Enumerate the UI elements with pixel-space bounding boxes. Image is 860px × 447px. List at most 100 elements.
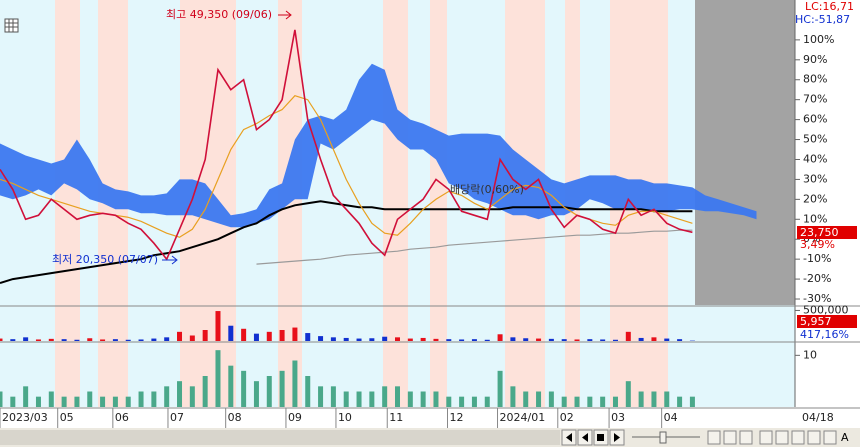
x-tick-label: 10 <box>338 411 352 424</box>
bar <box>471 396 477 407</box>
bar <box>574 396 580 407</box>
bar <box>343 391 349 407</box>
bar <box>48 391 54 407</box>
bar <box>407 391 413 407</box>
y-tick-label: 30% <box>803 172 827 185</box>
low-annotation: 최저 20,350 (07/07) <box>52 253 158 266</box>
current-date: 04/18 <box>802 411 834 424</box>
y-tick-label: 20% <box>803 192 827 205</box>
bar <box>241 328 247 341</box>
bar <box>74 396 80 407</box>
bar <box>0 338 3 341</box>
bar <box>292 327 298 341</box>
bar <box>343 337 349 341</box>
x-tick-label: 11 <box>389 411 403 424</box>
latest-volume-box <box>797 315 857 328</box>
bar <box>241 370 247 407</box>
bar <box>548 391 554 407</box>
scroll-right-button[interactable] <box>609 429 625 446</box>
bar <box>484 339 490 341</box>
bar <box>536 338 542 341</box>
x-tick-label: 2023/03 <box>2 411 48 424</box>
bar <box>677 396 683 407</box>
y-tick-label: 80% <box>803 73 827 86</box>
y-tick-label: -30% <box>803 292 831 305</box>
low-arrow <box>162 255 178 265</box>
x-tick-label: 08 <box>228 411 242 424</box>
bar <box>189 386 195 407</box>
bar <box>202 376 208 407</box>
bar <box>112 339 118 341</box>
price-line <box>0 29 693 261</box>
x-tick-label: 05 <box>60 411 74 424</box>
y-tick-label: 40% <box>803 152 827 165</box>
hc-label: HC:-51,87 <box>795 13 850 26</box>
y-tick-label: 90% <box>803 53 827 66</box>
table-icon[interactable] <box>4 18 19 33</box>
bar <box>177 381 183 407</box>
y-tick-label: 10% <box>803 212 827 225</box>
bar <box>523 391 529 407</box>
bar <box>23 337 29 341</box>
scroll-first-button[interactable] <box>561 429 577 446</box>
bar <box>87 338 93 341</box>
bar <box>305 333 311 341</box>
bar <box>228 325 234 341</box>
bar <box>446 396 452 407</box>
y-tick-label: -20% <box>803 272 831 285</box>
bar <box>638 391 644 407</box>
bar <box>536 391 542 407</box>
bar <box>587 396 593 407</box>
x-tick-label: 04 <box>664 411 678 424</box>
bar <box>189 335 195 341</box>
bar <box>356 338 362 341</box>
bar <box>61 339 67 341</box>
bar <box>459 339 465 341</box>
bar <box>369 391 375 407</box>
bar <box>369 338 375 341</box>
x-tick-label: 09 <box>288 411 302 424</box>
latest-price-box <box>797 226 857 239</box>
bar <box>574 339 580 341</box>
period-band <box>383 0 408 407</box>
stop-button[interactable] <box>593 429 609 446</box>
bar <box>112 396 118 407</box>
bar <box>0 391 3 407</box>
bar <box>523 338 529 341</box>
bar <box>10 339 16 341</box>
bar <box>266 331 272 341</box>
y-tick-label: 10 <box>803 348 817 361</box>
toolbar: A <box>0 428 860 447</box>
bar <box>61 396 67 407</box>
bar <box>677 339 683 341</box>
bar <box>407 338 413 341</box>
bar <box>318 336 324 341</box>
font-button[interactable]: A <box>841 431 849 444</box>
right-axis-area <box>795 0 860 407</box>
bar <box>253 333 259 341</box>
bar <box>87 391 93 407</box>
bar <box>164 386 170 407</box>
scroll-left-button[interactable] <box>577 429 593 446</box>
bar <box>23 386 29 407</box>
bar <box>433 338 439 341</box>
bar <box>548 338 554 341</box>
y-tick-label: 50% <box>803 133 827 146</box>
y-tick-label: -10% <box>803 252 831 265</box>
bar <box>395 337 400 341</box>
bar <box>651 391 657 407</box>
moving-average <box>0 200 693 285</box>
bar <box>510 337 516 341</box>
high-arrow <box>278 10 292 20</box>
bar <box>420 337 426 341</box>
zoom-slider[interactable] <box>632 431 700 444</box>
bar <box>279 330 285 341</box>
bar <box>625 331 631 341</box>
bar <box>266 376 272 407</box>
view-buttons[interactable] <box>707 430 837 445</box>
x-tick-label: 02 <box>560 411 574 424</box>
bar <box>138 391 144 407</box>
bar <box>356 391 362 407</box>
bar <box>664 338 670 341</box>
